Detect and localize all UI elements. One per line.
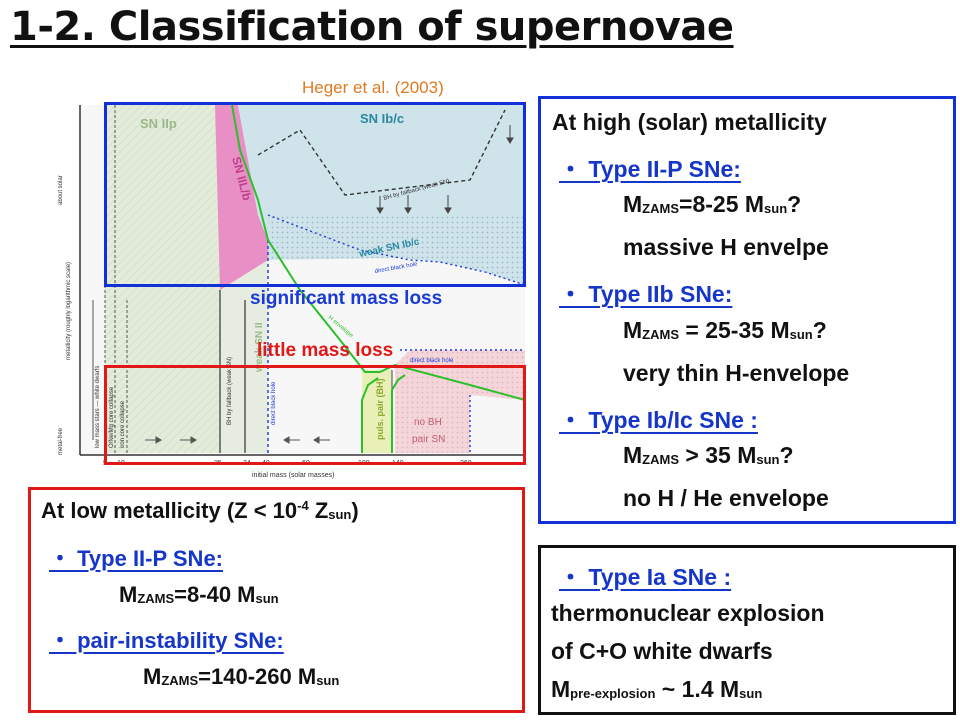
type-ia-label: ・ Type Ia SNe :	[559, 564, 732, 590]
y-axis-label: metallicity (roughly logarithmic scale)	[66, 262, 72, 360]
label-low-mass-stars: low mass stars — white dwarfs	[95, 366, 101, 448]
label-direct-bh-vertical: direct black hole	[271, 381, 277, 425]
type-ibic-desc: no H / He envelope	[623, 485, 829, 511]
high-metallicity-highlight-box	[104, 102, 526, 287]
pair-instability-label: ・ pair-instability SNe:	[49, 628, 284, 653]
label-bh-fallback-lower: BH by fallback (weak SN)	[227, 357, 233, 425]
h-envelope-boundary	[231, 104, 526, 401]
x-axis-label: initial mass (solar masses)	[252, 472, 334, 479]
weak-sn-ibc-region	[268, 215, 525, 285]
type-iib-desc: very thin H-envelope	[623, 360, 850, 386]
y-tick-metal-free: metal-free	[58, 427, 64, 455]
puls-pair-region	[362, 370, 392, 453]
type-ibic-mass: MZAMS > 35 Msun?	[623, 442, 794, 468]
type-iib-mass: MZAMS = 25-35 Msun?	[623, 317, 827, 343]
type-ia-line1: thermonuclear explosion	[551, 600, 825, 626]
low-metallicity-highlight-box	[104, 365, 526, 465]
high-metallicity-panel: At high (solar) metallicity ・ Type II-P …	[538, 96, 956, 524]
label-sn-iip: SN IIp	[140, 116, 177, 131]
type-ia-panel: ・ Type Ia SNe : thermonuclear explosion …	[538, 545, 956, 715]
type-iip-mass: MZAMS=8-25 Msun?	[623, 191, 802, 217]
type-iip-label: ・ Type II-P SNe:	[559, 156, 741, 182]
label-puls-pair: puls. pair (BH)	[375, 378, 385, 440]
low-type-iip-label: ・ Type II-P SNe:	[49, 546, 224, 571]
citation: Heger et al. (2003)	[302, 78, 444, 97]
high-metallicity-heading: At high (solar) metallicity	[552, 109, 827, 135]
type-ibic-label: ・ Type Ib/Ic SNe :	[559, 407, 758, 433]
type-iip-desc: massive H envelpe	[623, 234, 829, 260]
label-sn-ibc: SN Ib/c	[360, 111, 404, 126]
label-weak-sn-ii: weak SN II	[254, 322, 265, 373]
label-iron-core: iron core collapse	[120, 400, 126, 448]
low-metallicity-panel: At low metallicity (Z < 10-4 Zsun) ・ Typ…	[28, 487, 525, 713]
low-metallicity-heading: At low metallicity (Z < 10-4 Zsun)	[41, 498, 359, 523]
pair-instability-mass: MZAMS=140-260 Msun	[143, 664, 340, 689]
annotation-little-mass-loss: little mass loss	[257, 340, 394, 361]
label-o-ne-mg: O/Ne/Mg core collapse	[109, 386, 115, 448]
y-tick-about-solar: about solar	[58, 175, 64, 205]
sn-iilb-region	[215, 105, 268, 290]
label-no-bh: no BH	[414, 417, 442, 428]
label-direct-bh-lower: direct black hole	[410, 358, 454, 364]
label-pair-sn: pair SN	[412, 434, 445, 445]
type-ia-line3: Mpre-explosion ~ 1.4 Msun	[551, 676, 763, 702]
type-iib-label: ・ Type IIb SNe:	[559, 281, 733, 307]
annotation-significant-mass-loss: significant mass loss	[250, 288, 443, 309]
type-ia-line2: of C+O white dwarfs	[551, 638, 773, 664]
slide-title: 1-2. Classification of supernovae	[10, 4, 734, 50]
low-type-iip-mass: MZAMS=8-40 Msun	[119, 582, 279, 607]
